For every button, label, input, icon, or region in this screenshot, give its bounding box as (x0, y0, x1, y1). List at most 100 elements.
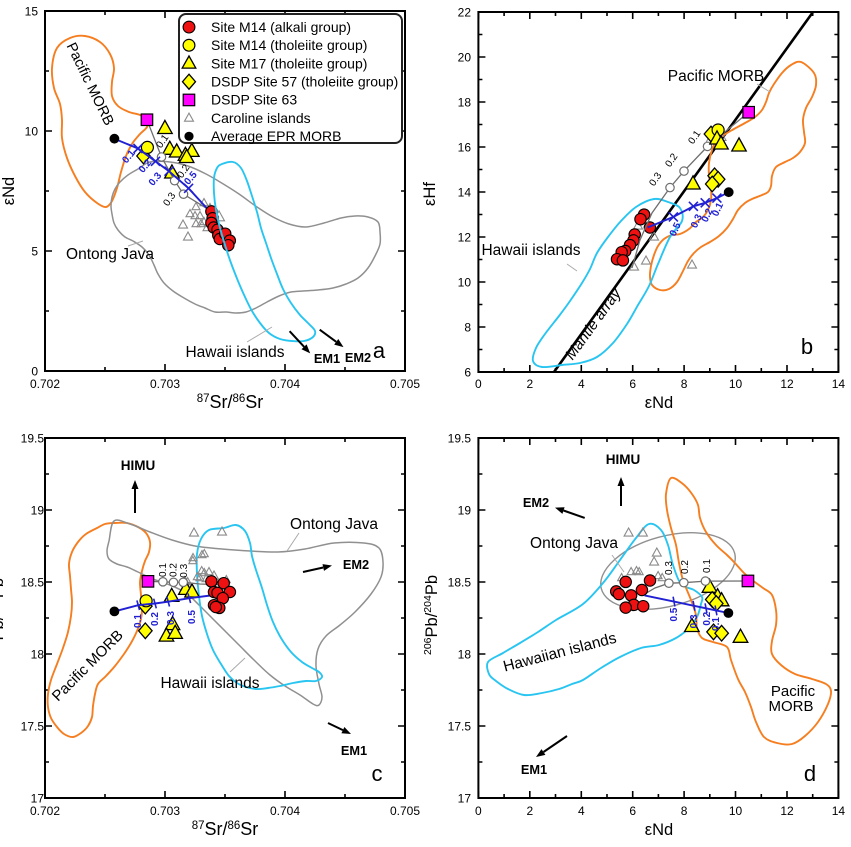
svg-text:22: 22 (458, 6, 472, 20)
svg-text:Pacific: Pacific (771, 683, 816, 700)
svg-text:15: 15 (25, 5, 39, 19)
svg-text:14: 14 (832, 377, 846, 391)
svg-text:0.5: 0.5 (669, 607, 680, 621)
svg-text:8: 8 (681, 804, 688, 818)
svg-text:Hawaii islands: Hawaii islands (481, 242, 580, 259)
svg-text:17.5: 17.5 (448, 720, 472, 734)
svg-text:14: 14 (458, 186, 472, 200)
svg-text:8: 8 (464, 321, 471, 335)
svg-text:4: 4 (578, 804, 585, 818)
svg-text:HIMU: HIMU (121, 458, 156, 473)
svg-text:0.704: 0.704 (270, 377, 300, 391)
svg-text:εNd: εNd (645, 821, 673, 839)
svg-text:EM1: EM1 (314, 351, 340, 366)
svg-text:Caroline islands: Caroline islands (211, 110, 311, 126)
svg-text:0.702: 0.702 (30, 377, 60, 391)
svg-text:Site M17 (tholeiite group): Site M17 (tholeiite group) (211, 55, 367, 71)
svg-text:10: 10 (729, 377, 743, 391)
svg-text:εNd: εNd (645, 394, 673, 412)
svg-text:c: c (372, 761, 383, 786)
svg-text:0.703: 0.703 (150, 377, 180, 391)
svg-text:0.705: 0.705 (390, 377, 420, 391)
svg-text:17: 17 (31, 792, 45, 806)
svg-text:0.1: 0.1 (133, 614, 144, 628)
svg-text:Site M14 (tholeiite group): Site M14 (tholeiite group) (211, 37, 367, 53)
svg-text:17.5: 17.5 (21, 720, 45, 734)
svg-text:206Pb/204Pb: 206Pb/204Pb (0, 578, 7, 658)
svg-text:EM1: EM1 (521, 762, 547, 777)
svg-text:19: 19 (31, 504, 45, 518)
svg-text:HIMU: HIMU (606, 452, 641, 467)
svg-text:0.702: 0.702 (30, 804, 60, 818)
svg-text:19.5: 19.5 (21, 432, 45, 446)
svg-text:EM1: EM1 (341, 743, 367, 758)
svg-text:16: 16 (458, 141, 472, 155)
svg-text:εHf: εHf (421, 182, 439, 206)
svg-text:10: 10 (458, 276, 472, 290)
svg-text:0.3: 0.3 (689, 212, 705, 230)
svg-text:0: 0 (31, 365, 38, 379)
svg-text:0: 0 (475, 377, 482, 391)
svg-text:19.5: 19.5 (448, 432, 472, 446)
svg-text:0.3: 0.3 (179, 563, 190, 577)
svg-text:12: 12 (780, 377, 794, 391)
svg-text:0.1: 0.1 (711, 617, 722, 631)
svg-text:18: 18 (458, 96, 472, 110)
svg-text:a: a (373, 338, 386, 363)
svg-text:Average EPR MORB: Average EPR MORB (211, 128, 341, 144)
svg-text:0.2: 0.2 (169, 563, 180, 577)
svg-text:0.1: 0.1 (702, 559, 713, 573)
svg-text:0.2: 0.2 (702, 611, 713, 625)
svg-text:εNd: εNd (0, 177, 18, 205)
svg-text:12: 12 (780, 804, 794, 818)
svg-text:0.1: 0.1 (710, 201, 726, 219)
svg-text:0.705: 0.705 (390, 804, 420, 818)
svg-text:4: 4 (578, 377, 585, 391)
svg-text:6: 6 (629, 804, 636, 818)
svg-text:0.5: 0.5 (187, 610, 198, 624)
svg-text:EM2: EM2 (345, 350, 371, 365)
svg-text:17: 17 (458, 792, 472, 806)
svg-text:b: b (801, 334, 813, 359)
svg-text:0.703: 0.703 (150, 804, 180, 818)
svg-text:0: 0 (475, 804, 482, 818)
svg-text:10: 10 (25, 125, 39, 139)
svg-text:Site M14 (alkali group): Site M14 (alkali group) (211, 19, 351, 35)
svg-text:DSDP Site 57 (tholeiite group): DSDP Site 57 (tholeiite group) (211, 74, 398, 90)
svg-text:0.2: 0.2 (680, 560, 691, 574)
svg-text:14: 14 (832, 804, 846, 818)
svg-text:Ontong Java: Ontong Java (530, 535, 618, 552)
svg-text:18.5: 18.5 (448, 576, 472, 590)
svg-text:DSDP Site 63: DSDP Site 63 (211, 92, 297, 108)
svg-text:Ontong Java: Ontong Java (290, 516, 378, 533)
svg-text:0.1: 0.1 (158, 563, 169, 577)
svg-text:Ontong Java: Ontong Java (66, 246, 154, 263)
svg-text:0.3: 0.3 (664, 561, 675, 575)
svg-text:0.704: 0.704 (270, 804, 300, 818)
svg-text:2: 2 (526, 377, 533, 391)
svg-text:0.5: 0.5 (668, 221, 684, 239)
svg-text:18: 18 (31, 648, 45, 662)
svg-text:206Pb/204Pb: 206Pb/204Pb (422, 575, 441, 655)
svg-text:MORB: MORB (769, 698, 814, 715)
svg-text:EM2: EM2 (523, 495, 549, 510)
svg-text:87Sr/86Sr: 87Sr/86Sr (197, 392, 264, 412)
svg-text:6: 6 (629, 377, 636, 391)
svg-text:2: 2 (526, 804, 533, 818)
svg-text:EM2: EM2 (343, 557, 369, 572)
svg-text:Hawaii islands: Hawaii islands (160, 675, 259, 692)
svg-text:18: 18 (458, 648, 472, 662)
svg-text:5: 5 (31, 245, 38, 259)
svg-text:0.3: 0.3 (166, 611, 177, 625)
svg-text:18.5: 18.5 (21, 576, 45, 590)
svg-text:10: 10 (729, 804, 743, 818)
svg-text:6: 6 (464, 366, 471, 380)
svg-text:87Sr/86Sr: 87Sr/86Sr (192, 819, 259, 839)
svg-text:Pacific MORB: Pacific MORB (668, 68, 764, 85)
svg-text:12: 12 (458, 231, 472, 245)
svg-text:Hawaii islands: Hawaii islands (185, 344, 284, 361)
svg-text:0.3: 0.3 (689, 614, 700, 628)
svg-text:0.2: 0.2 (700, 207, 716, 225)
svg-text:20: 20 (458, 51, 472, 65)
svg-text:0.2: 0.2 (150, 612, 161, 626)
